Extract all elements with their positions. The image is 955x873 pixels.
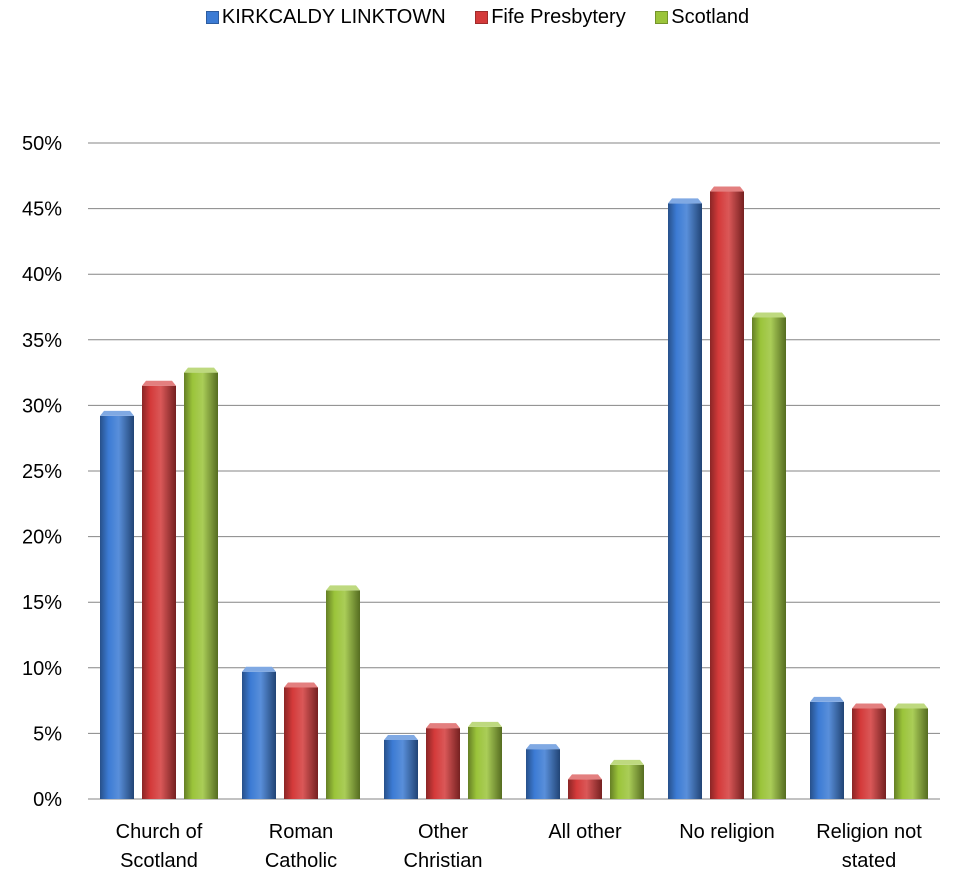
y-tick-label: 50% <box>22 133 62 155</box>
y-tick-label: 15% <box>22 592 62 614</box>
bar <box>184 372 218 799</box>
x-tick-label: Roman Catholic <box>265 821 337 872</box>
bar-top <box>326 585 360 591</box>
gridlines <box>88 142 940 800</box>
bar <box>142 385 176 799</box>
bar-top <box>610 759 644 765</box>
bar-top <box>668 198 702 204</box>
bar <box>526 749 560 799</box>
y-tick-label: 40% <box>22 264 62 286</box>
y-tick-label: 10% <box>22 658 62 680</box>
y-tick-label: 0% <box>33 789 62 811</box>
bar-top <box>184 367 218 373</box>
bar <box>326 590 360 799</box>
bar-top <box>894 703 928 709</box>
bar <box>284 687 318 799</box>
y-axis-labels: 0% 5% 10% 15% 20% 25% 30% 35% 40% 45% 50% <box>22 133 62 811</box>
bar-top <box>242 666 276 672</box>
x-tick-label: Other Christian <box>404 821 483 872</box>
bar-top <box>568 774 602 780</box>
y-tick-label: 45% <box>22 199 62 221</box>
bar <box>568 779 602 799</box>
y-tick-label: 30% <box>22 395 62 417</box>
bar-top <box>284 682 318 688</box>
legend-label-fife: Fife Presbytery <box>491 6 626 28</box>
bar-top <box>752 312 786 318</box>
bar-top <box>100 410 134 416</box>
bar <box>894 708 928 799</box>
bar <box>384 739 418 799</box>
bar-top <box>142 380 176 386</box>
bar-top <box>426 723 460 729</box>
bar <box>752 317 786 799</box>
bar <box>468 726 502 799</box>
legend-swatch-kirkcaldy <box>205 11 219 24</box>
legend-item-kirkcaldy: KIRKCALDY LINKTOWN <box>205 6 446 29</box>
x-tick-label: No religion <box>679 821 775 843</box>
bar-top <box>384 734 418 740</box>
legend-swatch-scotland <box>655 11 669 24</box>
bar-top <box>852 703 886 709</box>
y-tick-label: 35% <box>22 330 62 352</box>
bar <box>426 728 460 799</box>
legend-swatch-fife <box>475 11 489 24</box>
bar <box>100 415 134 799</box>
bar-top <box>468 721 502 727</box>
x-tick-label: Church of Scotland <box>116 821 203 872</box>
bar-top <box>810 696 844 702</box>
legend-item-fife: Fife Presbytery <box>475 6 626 29</box>
y-tick-label: 5% <box>33 723 62 745</box>
bar <box>852 708 886 799</box>
bar <box>610 764 644 799</box>
legend-item-scotland: Scotland <box>655 6 749 29</box>
bars <box>100 186 928 800</box>
bar <box>710 191 744 799</box>
bar <box>242 671 276 799</box>
x-axis-labels: Church of Scotland Roman Catholic Other Chris… <box>116 821 923 872</box>
bar-top <box>710 186 744 192</box>
bar <box>668 203 702 800</box>
x-tick-label: Religion not stated <box>816 821 922 872</box>
legend-label-scotland: Scotland <box>671 6 750 28</box>
legend-label-kirkcaldy: KIRKCALDY LINKTOWN <box>221 6 446 28</box>
y-tick-label: 20% <box>22 527 62 549</box>
bar-top <box>526 744 560 750</box>
x-tick-label: All other <box>548 821 622 843</box>
bar <box>810 701 844 799</box>
y-tick-label: 25% <box>22 461 62 483</box>
chart-legend: KIRKCALDY LINKTOWN Fife Presbytery Scotl… <box>0 6 955 30</box>
